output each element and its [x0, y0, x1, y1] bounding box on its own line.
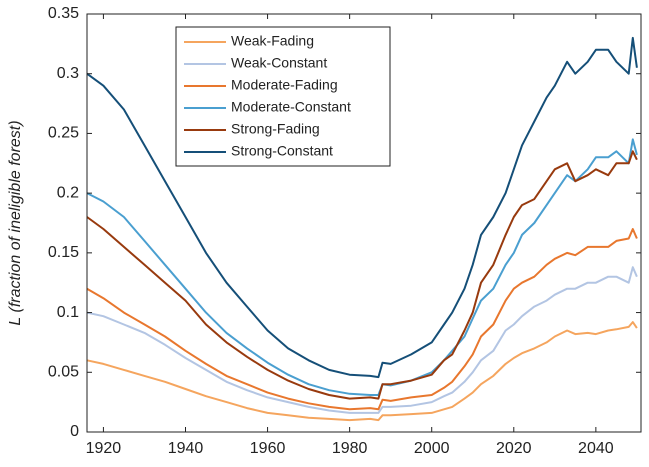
x-tick-label: 2040	[578, 440, 614, 457]
y-tick-label: 0.05	[48, 364, 79, 381]
x-tick-label: 2020	[496, 440, 532, 457]
series-line	[86, 266, 638, 414]
y-tick-label: 0.1	[57, 304, 79, 321]
legend: Weak-Fading Weak-Constant Moderate-Fading M…	[175, 26, 391, 167]
series-line	[86, 228, 638, 411]
legend-label: Weak-Constant	[231, 55, 327, 71]
y-tick-label: 0.3	[57, 65, 79, 82]
y-tick-label: 0.25	[48, 125, 79, 142]
y-tick-label: 0.15	[48, 244, 79, 261]
plot-frame	[86, 13, 642, 433]
y-axis-label: L (fraction of ineligible forest)	[7, 120, 24, 325]
x-tick-label: 1920	[86, 440, 122, 457]
x-tick-label: 2000	[414, 440, 450, 457]
legend-box	[175, 26, 391, 167]
x-tick-label: 1940	[168, 440, 204, 457]
legend-label: Moderate-Constant	[231, 99, 351, 115]
series-line	[86, 150, 638, 400]
x-tick-label: 1980	[332, 440, 368, 457]
y-tick-label: 0.2	[57, 184, 79, 201]
series-line	[86, 36, 638, 379]
series-line	[86, 321, 638, 422]
legend-label: Strong-Constant	[231, 143, 333, 159]
y-tick-label: 0.35	[48, 5, 79, 22]
legend-label: Moderate-Fading	[231, 77, 338, 93]
legend-label: Weak-Fading	[231, 33, 314, 49]
y-tick-label: 0	[70, 423, 79, 440]
series-line	[86, 138, 638, 396]
legend-label: Strong-Fading	[231, 121, 320, 137]
x-tick-label: 1960	[250, 440, 286, 457]
